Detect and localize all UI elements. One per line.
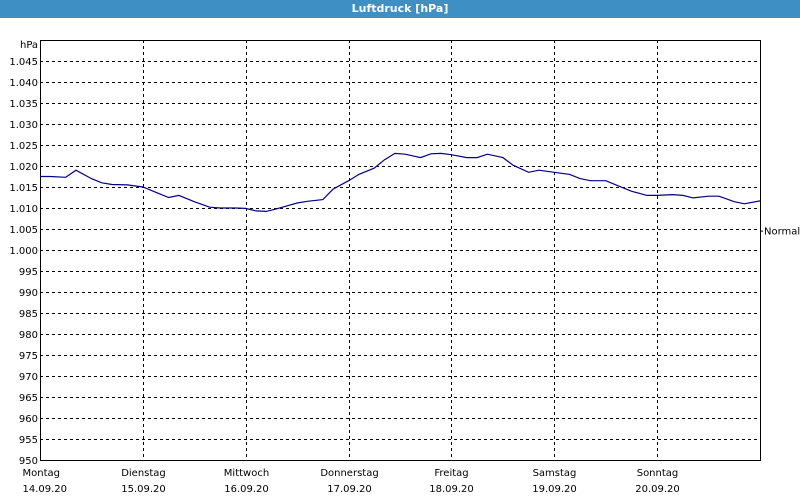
y-tick-label: 1.000: [9, 246, 38, 257]
x-tick-day-label: Mittwoch: [224, 468, 269, 479]
y-tick-label: 950: [19, 456, 38, 467]
x-tick-day-label: Donnerstag: [320, 468, 378, 479]
y-tick-label: 975: [19, 351, 38, 362]
y-tick-label: 995: [19, 267, 38, 278]
y-tick-label: 1.010: [9, 204, 38, 215]
y-tick-label: 955: [19, 435, 38, 446]
y-tick-label: 1.005: [9, 225, 38, 236]
x-tick-date-label: 20.09.20: [635, 484, 680, 495]
normal-reference-label: Normal: [764, 227, 800, 238]
x-tick-date-label: 19.09.20: [532, 484, 577, 495]
y-tick-label: 985: [19, 309, 38, 320]
y-tick-label: 1.030: [9, 120, 38, 131]
y-tick-label: 1.045: [9, 57, 38, 68]
pressure-line: [40, 152, 761, 213]
y-tick-label: 965: [19, 393, 38, 404]
x-tick-day-label: Sonntag: [637, 468, 679, 479]
x-tick-date-label: 14.09.20: [23, 484, 68, 495]
x-tick-date-label: 17.09.20: [327, 484, 372, 495]
x-tick-date-label: 18.09.20: [429, 484, 474, 495]
x-tick-day-label: Samstag: [533, 468, 577, 479]
x-axis-ticks: Montag 14.09.20 Dienstag 15.09.20 Mittwoch 16…: [23, 468, 680, 495]
grid: [40, 40, 760, 460]
y-axis-ticks: 1.045 1.040 1.035 1.030 1.025 1.020 1.015 1.010…: [9, 57, 38, 467]
x-tick-day-label: Montag: [23, 468, 60, 479]
y-tick-label: 970: [19, 372, 38, 383]
x-tick-day-label: Dienstag: [121, 468, 166, 479]
y-tick-label: 1.035: [9, 99, 38, 110]
x-tick-day-label: Freitag: [434, 468, 468, 479]
y-tick-label: 990: [19, 288, 38, 299]
y-tick-label: 1.015: [9, 183, 38, 194]
y-axis-label: hPa: [20, 40, 38, 51]
y-tick-label: 960: [19, 414, 38, 425]
x-tick-date-label: 16.09.20: [224, 484, 269, 495]
x-tick-date-label: 15.09.20: [121, 484, 166, 495]
y-tick-label: 1.040: [9, 78, 38, 89]
y-tick-label: 980: [19, 330, 38, 341]
window-titlebar: Luftdruck [hPa]: [0, 0, 800, 18]
y-tick-label: 1.020: [9, 162, 38, 173]
y-tick-label: 1.025: [9, 141, 38, 152]
